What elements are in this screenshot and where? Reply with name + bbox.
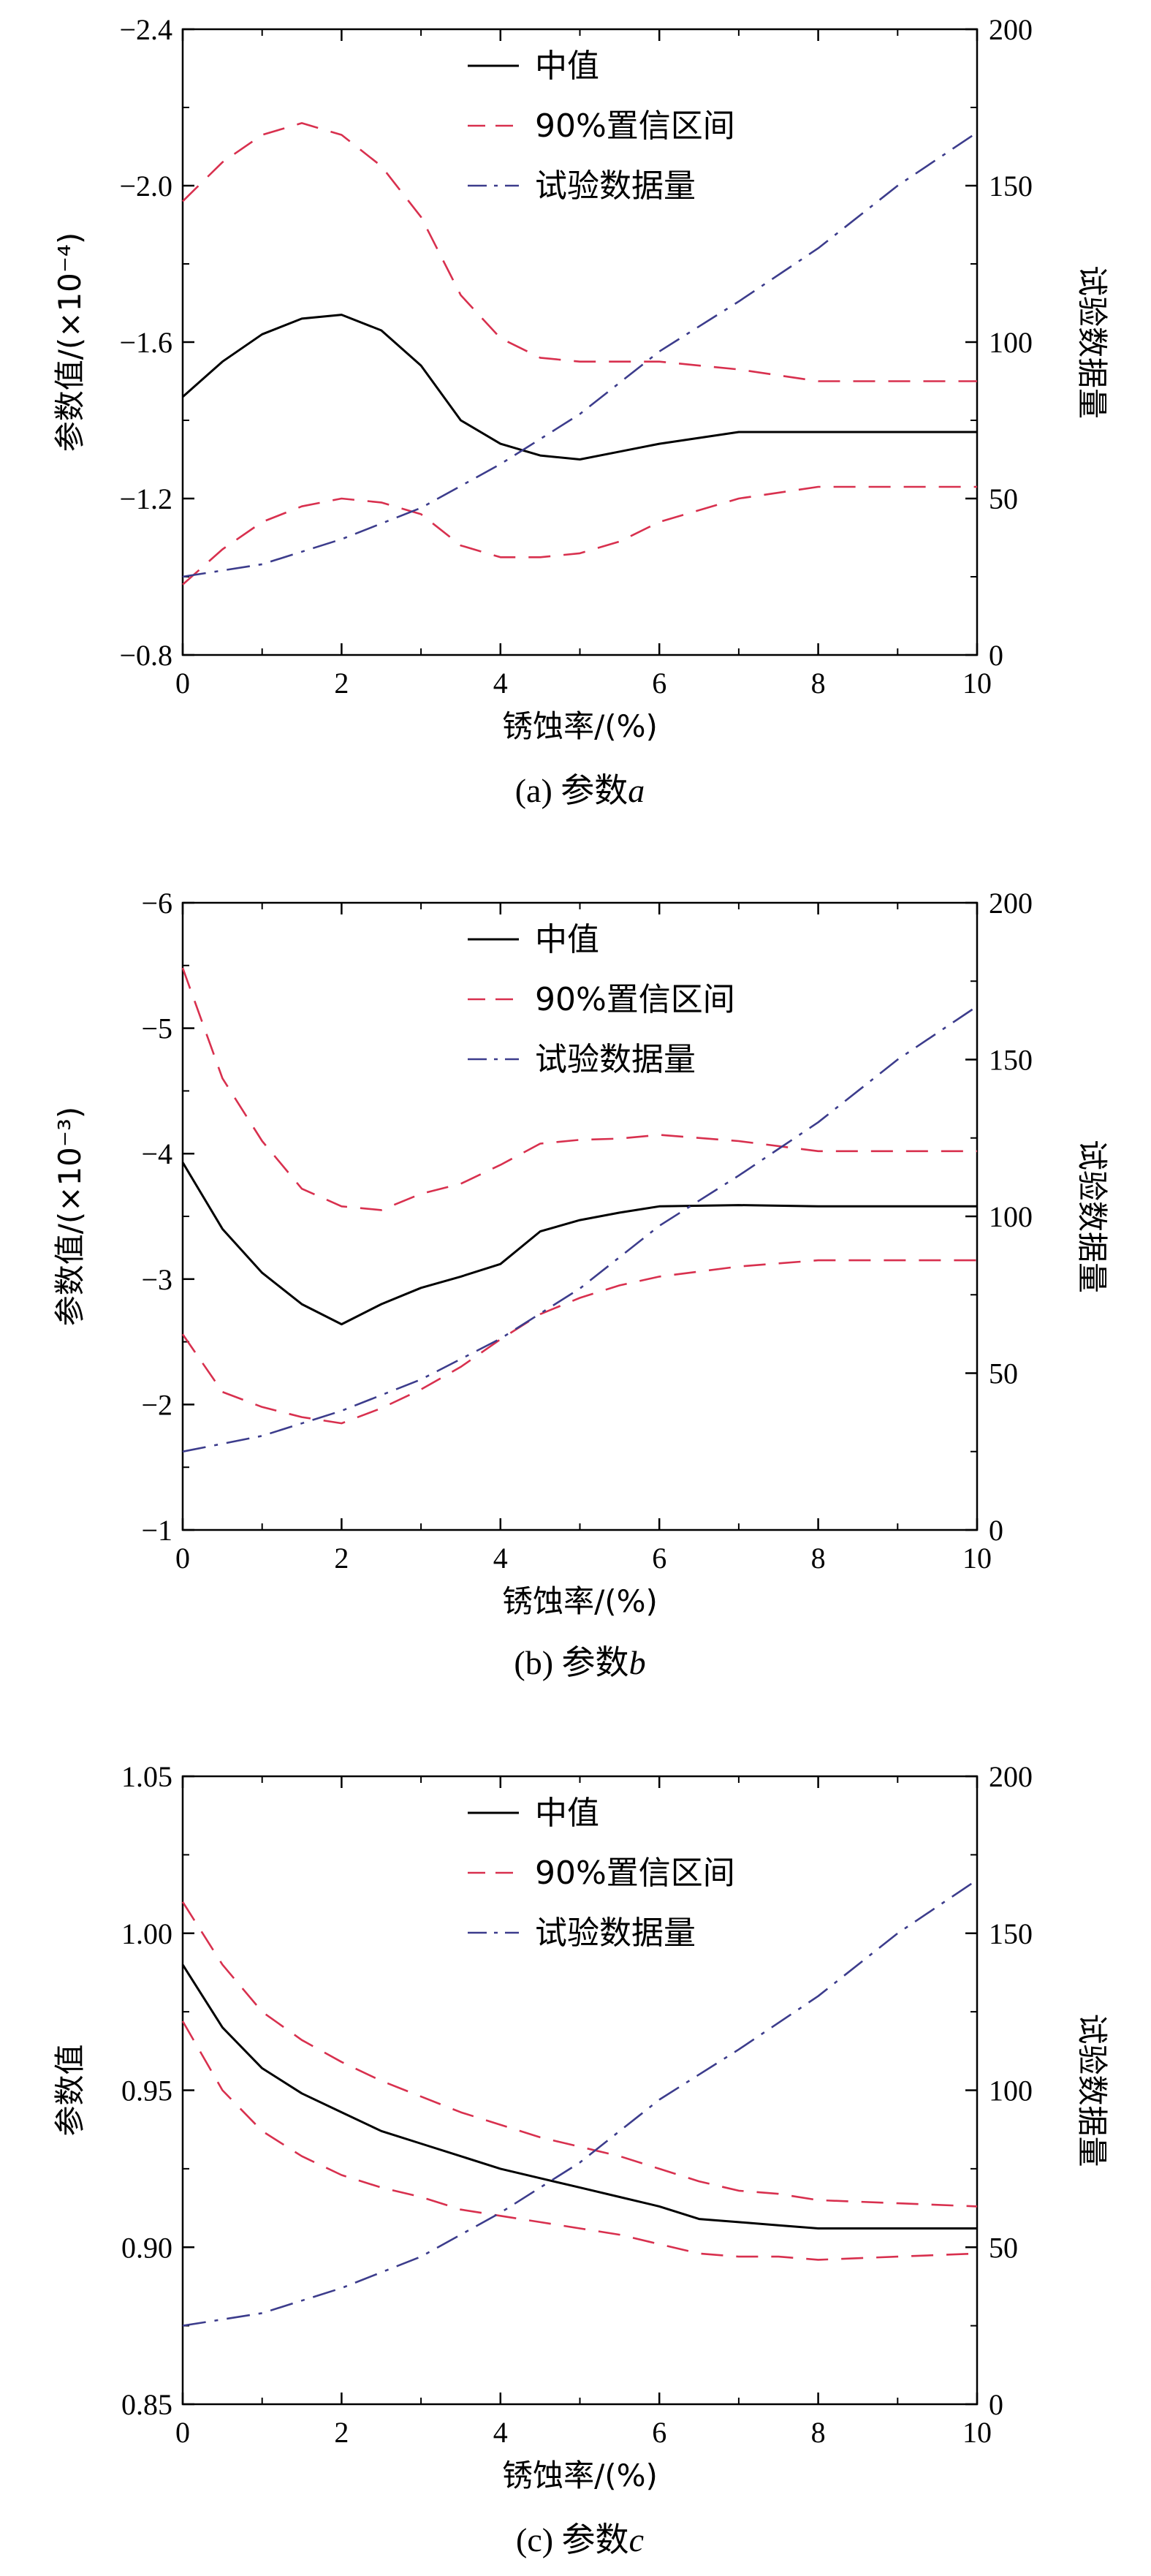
caption-variable: b [629,1644,646,1681]
y-tick-label: −1.6 [119,326,172,359]
y-right-tick-label: 200 [989,1760,1033,1793]
y-tick-label: 0.85 [121,2388,172,2421]
y-tick-label: −6 [141,887,172,920]
panel-caption: (b) 参数b [514,1644,645,1681]
data-count-line [182,1005,978,1453]
x-tick-label: 6 [652,667,666,700]
y-axis-label: 参数值 [52,2044,88,2136]
x-tick-label: 0 [175,1542,190,1575]
caption-text: (c) 参数 [516,2521,629,2558]
data-count-line [182,132,978,578]
y-tick-label: −5 [141,1012,172,1045]
median-line [181,1963,977,2230]
x-tick-label: 0 [175,667,190,700]
legend-label: 90%置信区间 [535,107,735,145]
y-right-tick-label: 200 [989,13,1033,46]
y-axis-label: 参数值/(×10⁻³) [52,1107,88,1327]
y-right-axis-label: 试验数据量 [1074,1140,1110,1293]
y-tick-label: 0.90 [121,2231,172,2264]
y-right-tick-label: 100 [989,1200,1033,1233]
x-tick-label: 4 [493,667,508,700]
y-axis-label: 参数值/(×10⁻⁴) [52,232,88,452]
legend-label: 90%置信区间 [535,981,735,1018]
y-tick-label: 0.95 [121,2075,172,2107]
y-tick-label: −2.0 [119,170,172,202]
x-tick-label: 4 [493,2416,508,2449]
y-tick-label: −4 [141,1137,172,1170]
x-tick-label: 8 [811,667,826,700]
ci-upper-line [182,122,977,382]
y-right-tick-label: 150 [989,1044,1033,1077]
y-tick-label: −1.2 [119,482,172,515]
panel-caption: (c) 参数c [516,2521,644,2558]
data-count-line [182,1879,978,2327]
y-right-tick-label: 200 [989,887,1033,920]
x-tick-label: 2 [334,667,349,700]
x-tick-label: 10 [962,667,992,700]
ci-lower-line [181,1259,977,1425]
y-right-tick-label: 50 [989,482,1018,515]
chart-panel-1: 0 2 4 6 8 10 −0.8 −1.2 −1.6 −2.0 −2.4 0 50 100 150 200 锈… [52,13,1110,809]
y-tick-label: −2 [141,1388,172,1421]
x-tick-label: 0 [175,2416,190,2449]
ci-lower-line [182,485,977,586]
x-tick-label: 2 [334,2416,349,2449]
y-right-tick-label: 50 [989,2231,1018,2264]
y-right-tick-label: 150 [989,170,1033,202]
y-tick-label: −2.4 [119,13,172,46]
median-line [182,314,977,461]
legend-label: 中值 [535,48,599,85]
x-tick-label: 8 [811,1542,826,1575]
x-tick-label: 4 [493,1542,508,1575]
x-axis-label: 锈蚀率/(%) [502,2458,658,2493]
legend-label: 90%置信区间 [535,1855,735,1892]
y-tick-label: 1.05 [121,1760,172,1793]
chart-panel-2: 0 2 4 6 8 10 −1 −2 −3 −4 −5 −6 0 50 100 150 200 锈蚀率/(%) 参数… [52,887,1110,1681]
y-tick-label: −0.8 [119,639,172,672]
y-right-tick-label: 100 [989,2075,1033,2107]
legend-label: 中值 [535,1795,599,1832]
y-tick-label: 1.00 [121,1917,172,1950]
ci-upper-line [181,967,977,1211]
y-right-axis-label: 试验数据量 [1074,265,1110,419]
median-line [181,1162,977,1326]
legend-label: 试验数据量 [535,1914,696,1952]
chart-panel-3: 0 2 4 6 8 10 0.85 0.90 0.95 1.00 1.05 0 50 100 150 200 锈… [52,1760,1110,2558]
x-tick-label: 2 [334,1542,349,1575]
y-right-tick-label: 0 [989,1514,1003,1547]
ci-upper-line [181,1901,978,2208]
y-right-tick-label: 150 [989,1917,1033,1950]
legend-label: 试验数据量 [535,167,696,205]
x-tick-label: 10 [962,2416,992,2449]
y-right-axis-label: 试验数据量 [1074,2013,1110,2167]
x-tick-label: 8 [811,2416,826,2449]
legend-label: 中值 [535,921,599,958]
y-right-tick-label: 0 [989,2388,1003,2421]
caption-variable: a [628,772,645,809]
caption-text: (b) 参数 [514,1644,628,1681]
y-right-tick-label: 0 [989,639,1003,672]
y-right-tick-label: 50 [989,1357,1018,1390]
y-tick-label: −1 [141,1514,172,1547]
x-tick-label: 10 [962,1542,992,1575]
ci-lower-line [181,2020,978,2261]
x-tick-label: 6 [652,1542,666,1575]
x-axis-label: 锈蚀率/(%) [502,708,658,744]
legend-label: 试验数据量 [535,1041,696,1078]
y-tick-label: −3 [141,1263,172,1296]
caption-variable: c [629,2521,644,2558]
x-tick-label: 6 [652,2416,666,2449]
caption-text: (a) 参数 [515,772,628,809]
panel-caption: (a) 参数a [515,772,645,809]
y-right-tick-label: 100 [989,326,1033,359]
x-axis-label: 锈蚀率/(%) [502,1583,658,1619]
